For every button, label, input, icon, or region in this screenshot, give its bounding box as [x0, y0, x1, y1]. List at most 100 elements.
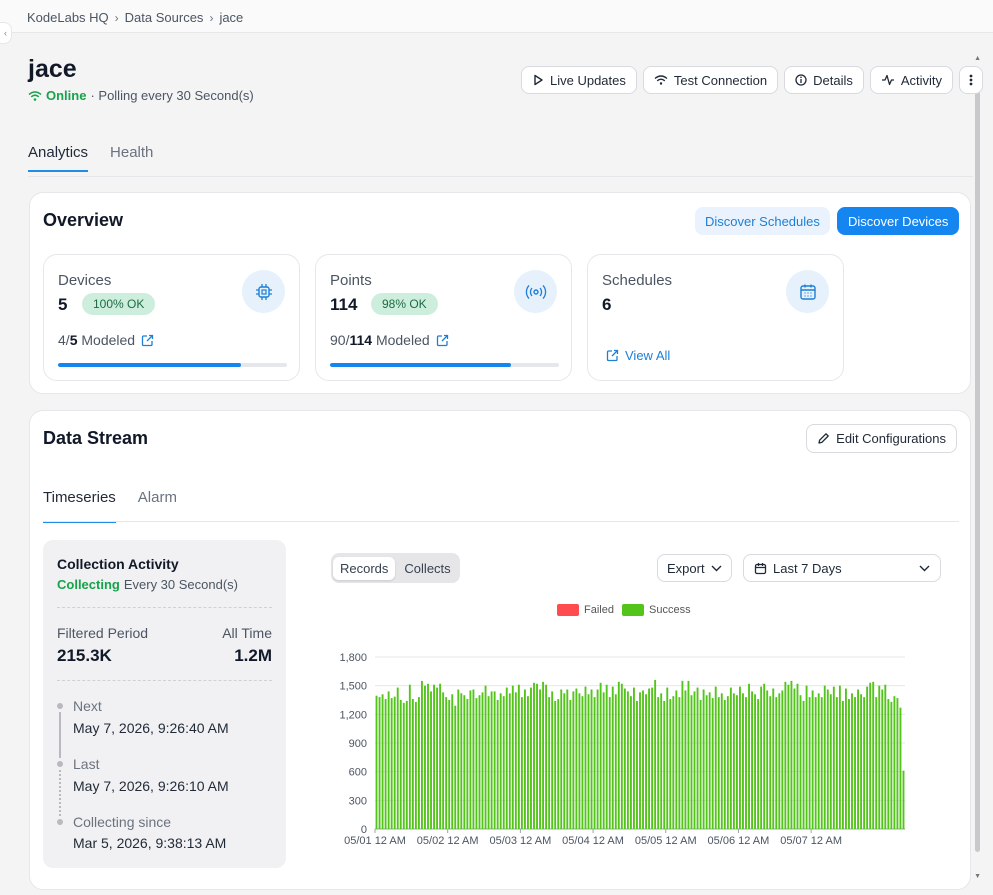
- success-bar: [790, 680, 793, 829]
- success-bar: [693, 691, 696, 829]
- success-bar: [742, 693, 744, 829]
- y-tick-label: 900: [349, 738, 367, 750]
- success-bar: [826, 689, 829, 829]
- tab-analytics[interactable]: Analytics: [28, 144, 89, 172]
- activity-button[interactable]: Activity: [869, 66, 954, 94]
- success-bar: [551, 691, 554, 829]
- discover-devices-button[interactable]: Discover Devices: [837, 207, 960, 235]
- x-tick-label: 05/03 12 AM: [489, 835, 551, 847]
- success-bar: [605, 684, 608, 829]
- scroll-up-arrow-icon[interactable]: ▲: [974, 55, 981, 62]
- success-bar: [530, 687, 532, 829]
- success-bar: [832, 686, 835, 829]
- success-bar: [784, 681, 787, 829]
- success-bar: [523, 689, 526, 829]
- success-bar: [851, 693, 853, 829]
- success-bar: [499, 693, 502, 829]
- scroll-down-arrow-icon[interactable]: ▼: [974, 873, 981, 880]
- devices-stat-card[interactable]: Devices 5 100% OK 4/5 Modeled: [43, 254, 300, 381]
- chevron-left-icon: ‹: [4, 28, 7, 38]
- success-bar: [457, 689, 460, 829]
- points-modeled-suffix: Modeled: [372, 332, 430, 348]
- points-count: 114: [330, 295, 358, 314]
- last-label: Last: [73, 756, 100, 772]
- x-tick-label: 05/02 12 AM: [417, 835, 479, 847]
- collecting-since-value: Mar 5, 2026, 9:38:13 AM: [73, 835, 227, 851]
- success-bar: [657, 697, 660, 829]
- success-bar: [732, 693, 735, 829]
- discover-schedules-button[interactable]: Discover Schedules: [695, 207, 830, 235]
- success-bar: [596, 689, 599, 829]
- timeline-dot: [57, 819, 63, 825]
- success-bar: [548, 697, 551, 829]
- success-bar: [520, 697, 523, 829]
- success-bar: [754, 694, 757, 829]
- success-bar: [463, 695, 466, 829]
- scrollbar-thumb[interactable]: [975, 67, 980, 852]
- external-link-icon[interactable]: [141, 334, 154, 347]
- tab-alarm[interactable]: Alarm: [137, 489, 177, 506]
- schedules-stat-card[interactable]: Schedules 6 View All: [587, 254, 844, 381]
- chevron-down-icon: [711, 565, 722, 571]
- details-label: Details: [813, 72, 853, 88]
- legend-swatch-failed: [557, 604, 579, 616]
- external-link-icon: [606, 349, 619, 362]
- success-bar: [493, 691, 496, 829]
- success-bar: [678, 697, 681, 829]
- success-bar: [384, 699, 387, 829]
- devices-health-badge: 100% OK: [82, 293, 156, 315]
- success-bar: [811, 690, 814, 829]
- last-value: May 7, 2026, 9:26:10 AM: [73, 778, 229, 794]
- success-bar: [411, 699, 414, 829]
- success-bar: [711, 698, 714, 829]
- success-bar: [814, 697, 817, 829]
- success-bar: [433, 684, 435, 829]
- success-bar: [611, 686, 614, 829]
- success-bar: [566, 689, 569, 829]
- segment-collects[interactable]: Collects: [404, 560, 451, 576]
- success-bar: [766, 690, 769, 829]
- success-bar: [636, 700, 638, 829]
- test-connection-button[interactable]: Test Connection: [642, 66, 779, 94]
- success-bar: [878, 685, 881, 829]
- success-bar: [881, 689, 884, 829]
- success-bar: [666, 687, 669, 829]
- success-bar: [860, 694, 863, 829]
- timeline-line: [59, 712, 61, 758]
- breadcrumb-data-sources[interactable]: Data Sources: [124, 10, 204, 25]
- success-bar: [436, 687, 439, 829]
- success-bar: [424, 685, 426, 829]
- divider: [57, 680, 272, 681]
- segment-records[interactable]: Records: [333, 556, 396, 580]
- success-bar: [414, 701, 417, 829]
- details-button[interactable]: Details: [784, 66, 864, 94]
- success-bar: [620, 683, 623, 829]
- success-bar: [472, 689, 475, 829]
- live-updates-button[interactable]: Live Updates: [521, 66, 637, 94]
- success-bar: [421, 680, 423, 829]
- success-bar: [545, 684, 548, 829]
- wifi-icon: [28, 90, 42, 101]
- success-bar: [569, 700, 572, 829]
- collection-interval: Every 30 Second(s): [123, 577, 239, 592]
- points-stat-card[interactable]: Points 114 98% OK 90/114 Modeled: [315, 254, 572, 381]
- success-bar: [884, 684, 887, 829]
- success-bar: [735, 695, 738, 829]
- all-time-label: All Time: [222, 625, 272, 641]
- breadcrumb-org[interactable]: KodeLabs HQ: [27, 10, 109, 25]
- view-all-schedules-link[interactable]: View All: [606, 348, 670, 363]
- success-bar: [778, 693, 781, 829]
- success-bar: [375, 695, 378, 829]
- external-link-icon[interactable]: [436, 334, 449, 347]
- success-bar: [760, 686, 763, 829]
- success-bar: [478, 695, 481, 829]
- export-dropdown[interactable]: Export: [657, 554, 732, 582]
- success-bar: [763, 683, 766, 829]
- date-range-select[interactable]: Last 7 Days: [743, 554, 941, 582]
- more-options-button[interactable]: [959, 66, 984, 94]
- play-icon: [534, 74, 543, 86]
- tab-health[interactable]: Health: [110, 144, 154, 161]
- edit-configurations-button[interactable]: Edit Configurations: [806, 424, 957, 453]
- tab-timeseries[interactable]: Timeseries: [43, 489, 116, 523]
- sidebar-collapse-button[interactable]: ‹: [0, 22, 12, 44]
